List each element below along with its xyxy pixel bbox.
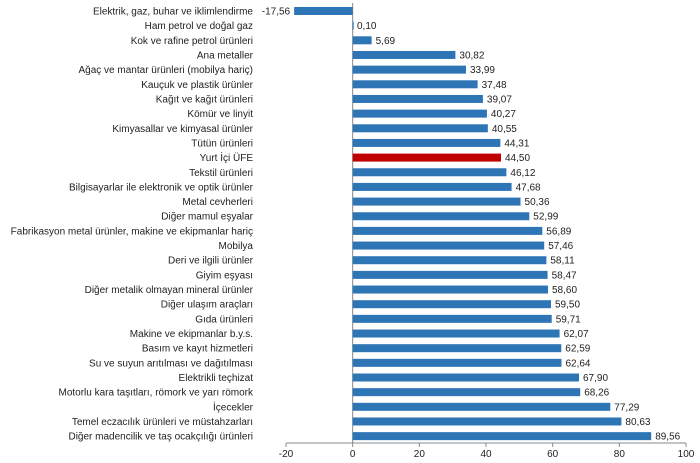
category-label: Su ve suyun arıtılması ve dağıtılması — [89, 358, 253, 369]
value-label: 62,59 — [565, 344, 590, 355]
category-label: İçecekler — [213, 400, 254, 413]
bar — [352, 65, 466, 74]
category-label: Basım ve kayıt hizmetleri — [142, 344, 253, 355]
category-label: Elektrikli teçhizat — [179, 373, 254, 384]
value-label: 57,46 — [548, 241, 573, 252]
value-label: -17,56 — [262, 7, 291, 18]
category-label: Giyim eşyası — [196, 270, 253, 281]
value-label: 0,10 — [357, 21, 377, 32]
value-label: 58,47 — [552, 270, 577, 281]
bar — [352, 417, 622, 426]
x-tick-label: 20 — [414, 449, 426, 460]
value-label: 33,99 — [470, 65, 495, 76]
bar — [352, 373, 579, 382]
value-label: 68,26 — [584, 388, 609, 399]
bar — [352, 212, 530, 221]
category-label: Fabrikasyon metal ürünler, makine ve eki… — [11, 226, 253, 237]
x-tick-label: 80 — [614, 449, 626, 460]
value-label: 30,82 — [459, 50, 484, 61]
value-label: 37,48 — [482, 80, 507, 91]
bar — [352, 94, 483, 103]
category-label: Diğer mamul eşyalar — [161, 212, 253, 223]
category-label: Diğer metalik olmayan mineral ürünler — [85, 285, 254, 296]
value-label: 59,50 — [555, 300, 580, 311]
bar — [352, 36, 372, 45]
value-label: 56,89 — [546, 226, 571, 237]
value-label: 47,68 — [516, 182, 541, 193]
value-label: 62,07 — [564, 329, 589, 340]
x-tick-label: 60 — [547, 449, 559, 460]
value-label: 44,50 — [505, 153, 530, 164]
bar — [294, 7, 353, 15]
bar — [352, 197, 521, 206]
bar — [352, 388, 581, 397]
value-label: 89,56 — [655, 432, 680, 443]
category-label: Tekstil ürünleri — [189, 168, 253, 179]
bar — [352, 124, 488, 133]
bar — [352, 182, 512, 191]
category-label: Kauçuk ve plastik ürünler — [141, 80, 253, 91]
value-label: 59,71 — [556, 314, 581, 325]
bar — [352, 285, 548, 294]
value-label: 77,29 — [614, 402, 639, 413]
x-tick-label: 0 — [350, 449, 356, 460]
category-label: Yurt İçi ÜFE — [200, 151, 254, 164]
bar — [352, 329, 560, 338]
category-label: Diğer madencilik ve taş ocakçılığı ürünl… — [68, 432, 253, 443]
category-label: Mobilya — [219, 241, 254, 252]
bar — [352, 358, 562, 367]
category-label: Kok ve rafine petrol ürünleri — [131, 36, 253, 47]
bar — [352, 50, 456, 59]
category-label: Diğer ulaşım araçları — [161, 300, 253, 311]
bar — [352, 80, 478, 89]
bar — [352, 344, 562, 353]
bar — [352, 138, 501, 147]
category-label: Elektrik, gaz, buhar ve iklimlendirme — [93, 7, 253, 18]
bar — [352, 256, 547, 265]
value-label: 80,63 — [625, 417, 650, 428]
x-tick-label: -20 — [279, 449, 294, 460]
bar — [352, 226, 543, 235]
bar — [352, 300, 551, 309]
value-label: 50,36 — [525, 197, 550, 208]
bar — [352, 21, 354, 30]
category-label: Ana metaller — [197, 50, 254, 61]
bar — [352, 168, 507, 177]
value-label: 58,60 — [552, 285, 577, 296]
bar — [352, 153, 501, 162]
bar — [352, 314, 552, 323]
x-tick-label: 40 — [480, 449, 492, 460]
value-label: 39,07 — [487, 94, 512, 105]
bar — [352, 241, 545, 250]
category-label: Metal cevherleri — [182, 197, 253, 208]
bar — [352, 402, 611, 411]
category-label: Kimyasallar ve kimyasal ürünler — [112, 124, 253, 135]
value-label: 40,27 — [491, 109, 516, 120]
category-label: Gıda ürünleri — [195, 314, 253, 325]
bar — [352, 270, 548, 279]
category-label: Motorlu kara taşıtları, römork ve yarı r… — [59, 388, 254, 399]
value-label: 67,90 — [583, 373, 608, 384]
category-label: Ağaç ve mantar ürünleri (mobilya hariç) — [78, 65, 253, 76]
category-label: Kağıt ve kağıt ürünleri — [156, 94, 253, 105]
bar — [352, 432, 652, 441]
value-label: 46,12 — [510, 168, 535, 179]
category-label: Deri ve ilgili ürünler — [168, 256, 254, 267]
value-label: 40,55 — [492, 124, 517, 135]
value-label: 5,69 — [376, 36, 396, 47]
bar — [352, 109, 487, 118]
category-label: Temel eczacılık ürünleri ve müstahzarlar… — [72, 417, 253, 428]
category-label: Tütün ürünleri — [191, 138, 253, 149]
category-label: Kömür ve linyit — [187, 109, 253, 120]
category-label: Bilgisayarlar ile elektronik ve optik ür… — [69, 182, 254, 193]
value-label: 62,64 — [565, 358, 590, 369]
category-label: Ham petrol ve doğal gaz — [145, 21, 253, 32]
category-label: Makine ve ekipmanlar b.y.s. — [130, 329, 253, 340]
value-label: 58,11 — [550, 256, 575, 267]
x-tick-label: 100 — [678, 449, 695, 460]
value-label: 52,99 — [533, 212, 558, 223]
value-label: 44,31 — [504, 138, 529, 149]
